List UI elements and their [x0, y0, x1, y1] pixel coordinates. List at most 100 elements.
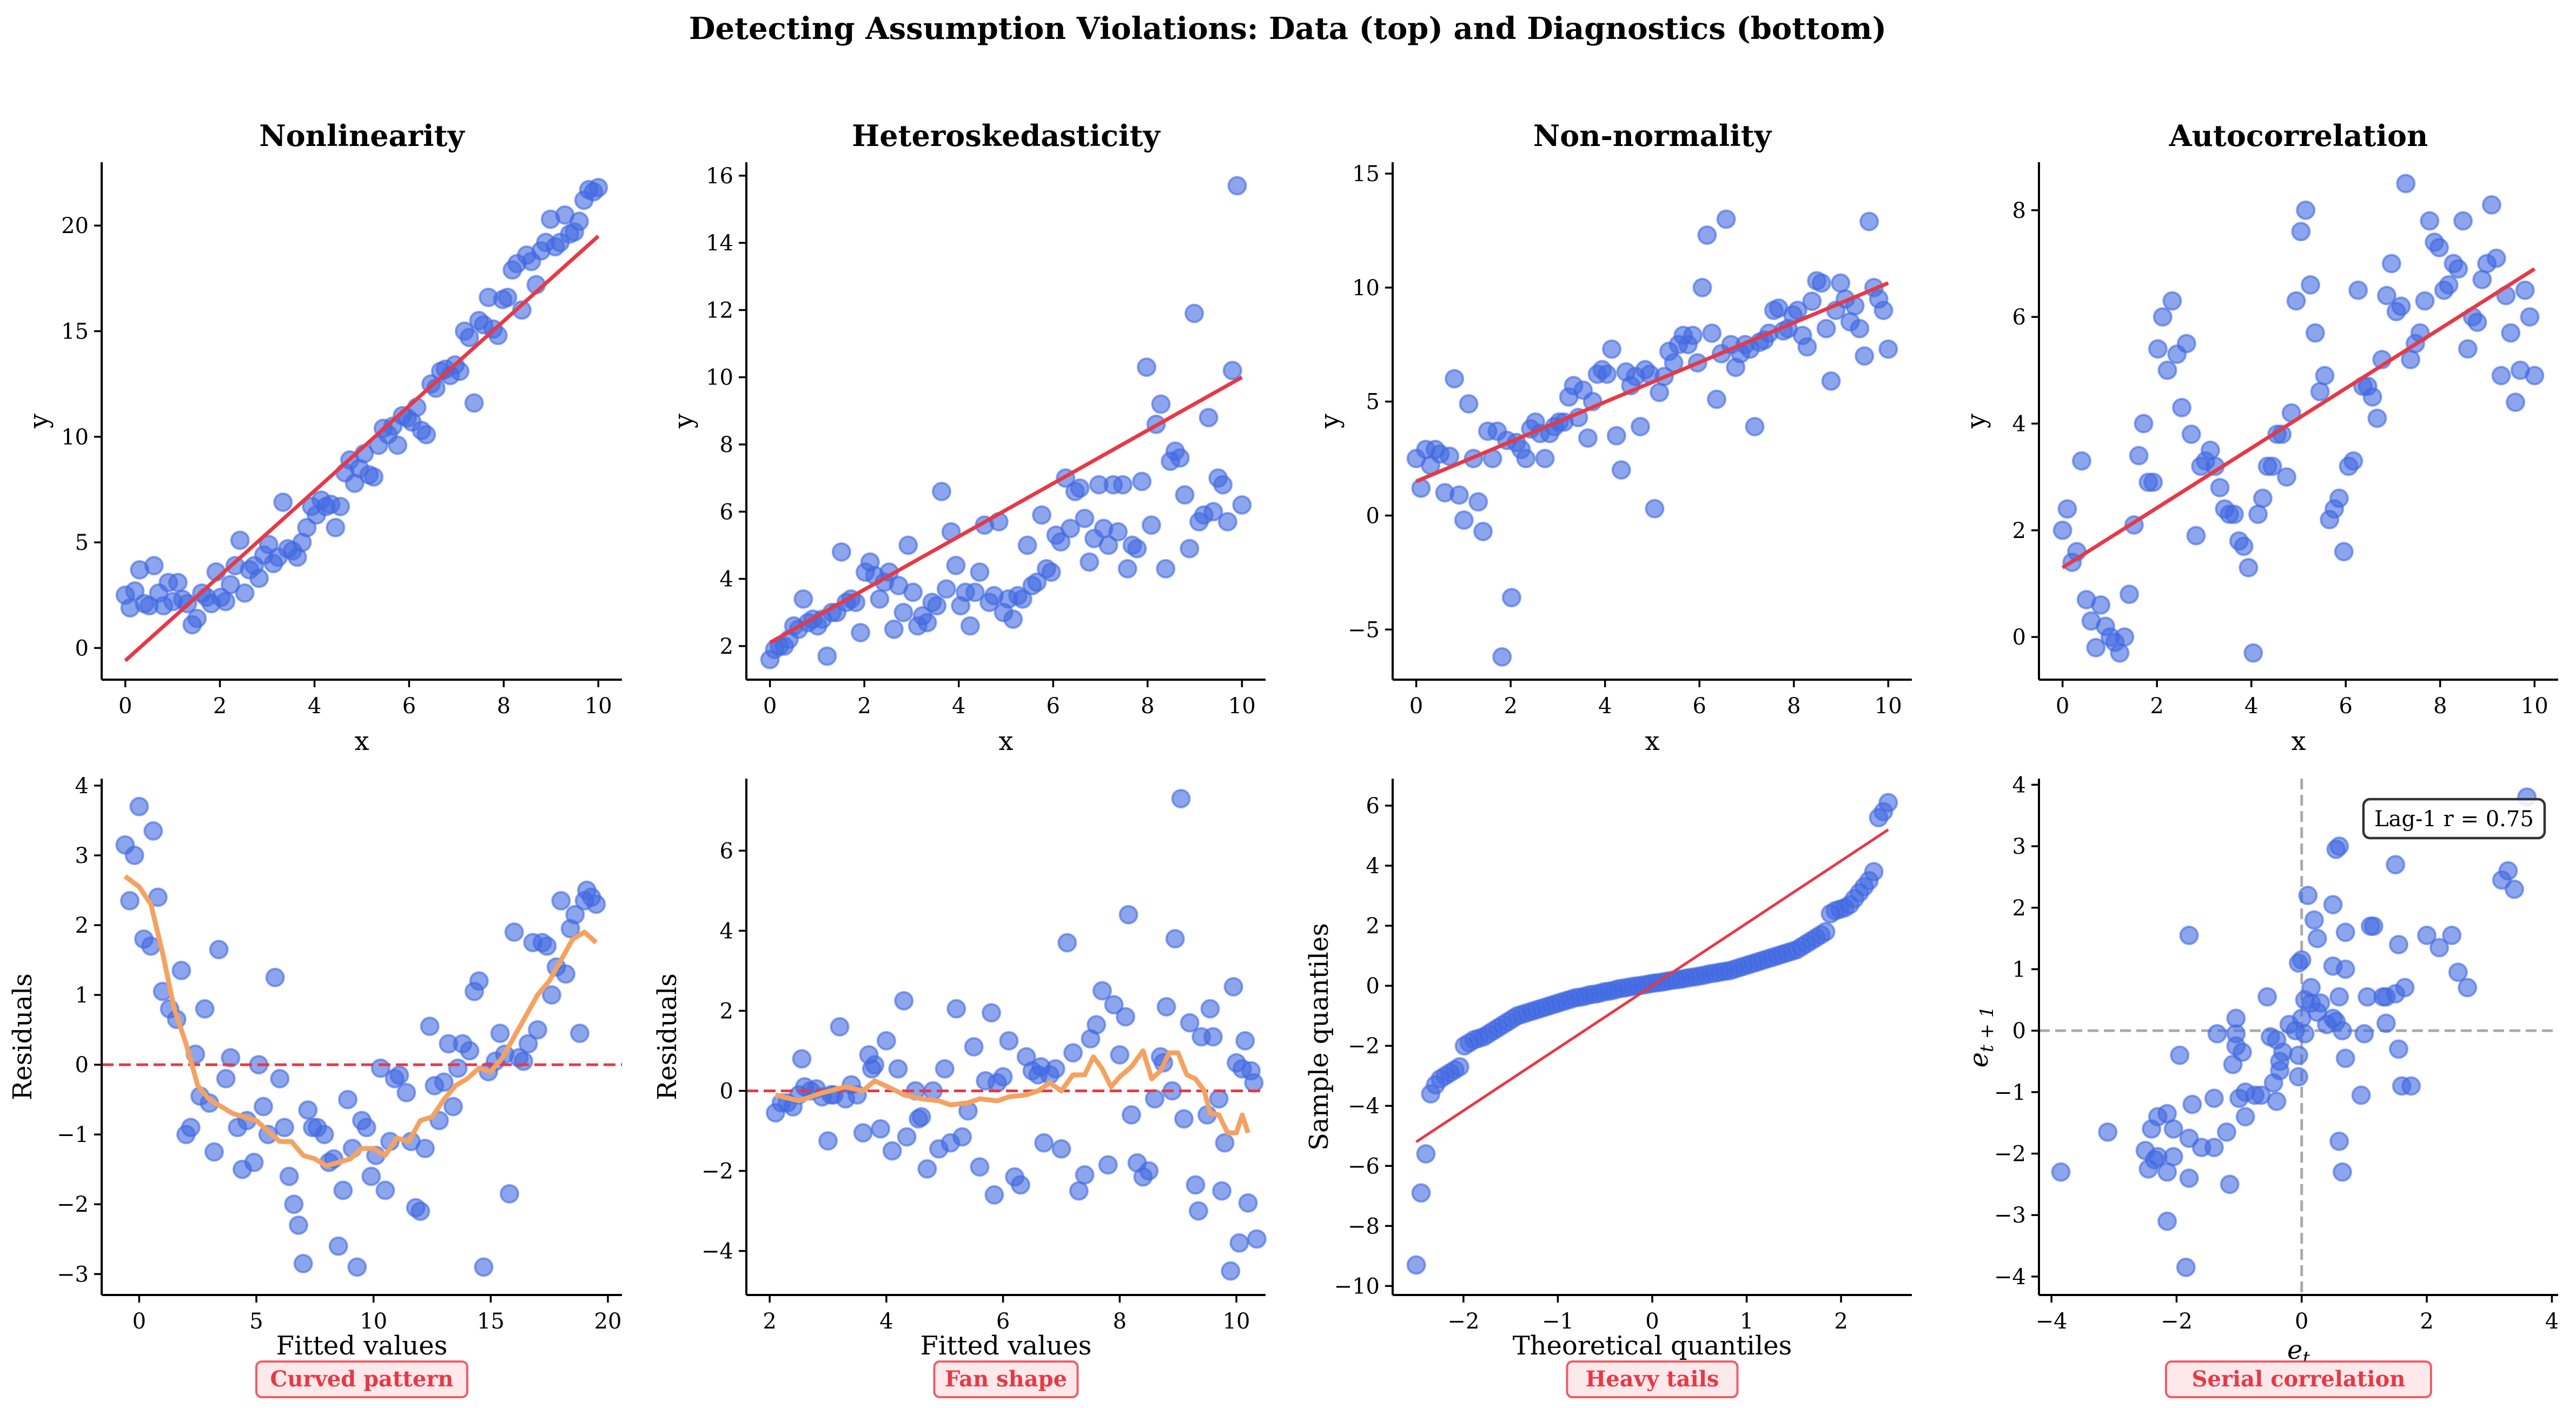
data-point	[2354, 1024, 2374, 1044]
x-tick-label: 15	[477, 1309, 505, 1334]
data-point	[2276, 467, 2296, 487]
data-point	[2329, 836, 2349, 856]
data-point	[2458, 978, 2478, 998]
data-point	[1217, 512, 1237, 532]
y-tick-label: 20	[61, 214, 89, 238]
y-tick-label: 8	[2012, 198, 2026, 223]
y-tick-label: −4	[1348, 1094, 1380, 1119]
data-point	[903, 582, 923, 602]
data-point	[1516, 449, 1536, 469]
data-points	[1406, 793, 1898, 1275]
data-point	[2157, 1211, 2177, 1231]
data-point	[2376, 1013, 2396, 1033]
data-point	[2298, 886, 2318, 906]
data-point	[2315, 366, 2335, 386]
data-point	[1247, 1229, 1267, 1249]
data-point	[1683, 326, 1703, 346]
data-point	[2267, 1091, 2287, 1111]
data-point	[964, 1037, 984, 1057]
data-point	[2162, 291, 2182, 311]
data-point	[298, 1100, 318, 1120]
data-point	[1692, 277, 1712, 297]
data-point	[2224, 504, 2244, 524]
x-tick-label: 2	[1504, 694, 1517, 719]
data-point	[1702, 323, 1722, 343]
data-point	[1070, 478, 1090, 498]
data-point	[2216, 1122, 2236, 1142]
data-point	[474, 1257, 494, 1277]
data-point	[2501, 323, 2521, 343]
data-point	[1811, 273, 1831, 293]
data-point	[2200, 440, 2220, 460]
data-point	[265, 967, 285, 987]
data-point	[982, 1003, 1002, 1023]
data-point	[984, 1185, 1004, 1205]
data-point	[2334, 542, 2354, 562]
panel-nonlinearity-data: Nonlinearity 0 2 4 6 8 10 0 5 10 15 20 x y	[24, 118, 622, 756]
data-point	[2234, 536, 2254, 556]
data-point	[1203, 1027, 1223, 1047]
data-point	[284, 1194, 304, 1214]
data-point	[1165, 929, 1185, 949]
panel-title: Heteroskedasticity	[852, 118, 1161, 153]
x-tick-label: 8	[1787, 694, 1800, 719]
x-tick-label: 2	[1834, 1309, 1847, 1334]
data-point	[2304, 910, 2324, 930]
data-point	[1012, 589, 1032, 609]
data-point	[1501, 588, 1521, 608]
data-point	[2505, 879, 2525, 899]
y-axis-label: y	[24, 414, 54, 429]
data-point	[931, 482, 951, 501]
x-tick-label: 10	[585, 694, 612, 719]
data-point	[2286, 291, 2306, 311]
data-point	[1223, 977, 1243, 997]
data-point	[1188, 1201, 1208, 1221]
data-point	[2448, 962, 2468, 982]
data-point	[195, 999, 215, 1019]
data-point	[2207, 1024, 2227, 1044]
regression-line	[769, 375, 1243, 645]
data-point	[1061, 519, 1081, 539]
data-point	[235, 583, 255, 603]
data-point	[960, 616, 980, 636]
data-point	[853, 1123, 873, 1143]
data-point	[1440, 446, 1460, 466]
panel-autocorrelation-data: Autocorrelation 0 2 4 6 8 10 0 2 4 6 8 x y	[1961, 118, 2558, 756]
data-point	[542, 985, 561, 1005]
data-point	[1117, 559, 1137, 579]
badge-box	[255, 1360, 468, 1398]
y-tick-label: 16	[706, 164, 733, 189]
y-tick-label: 4	[75, 774, 89, 799]
data-point	[1171, 789, 1191, 809]
data-point	[588, 177, 608, 197]
data-point	[1468, 492, 1488, 512]
data-point	[1235, 1031, 1255, 1051]
data-point	[2335, 959, 2355, 979]
data-point	[1787, 301, 1807, 321]
data-point	[129, 796, 149, 816]
data-point	[2179, 925, 2199, 945]
data-point	[999, 1031, 1019, 1051]
x-tick-label: 0	[763, 694, 777, 719]
data-point	[897, 1127, 917, 1147]
x-axis-label: Fitted values	[276, 1331, 448, 1361]
data-point	[1221, 1261, 1241, 1281]
data-point	[1139, 1161, 1159, 1181]
x-tick-label: −1	[1542, 1309, 1574, 1334]
x-tick-label: 4	[1598, 694, 1612, 719]
data-point	[2262, 456, 2282, 476]
data-point	[416, 424, 436, 444]
data-point	[1198, 408, 1219, 428]
data-point	[1156, 997, 1176, 1017]
y-tick-label: 4	[1366, 854, 1380, 879]
x-tick-label: −2	[1447, 1309, 1479, 1334]
data-point	[2415, 291, 2435, 311]
data-point	[209, 940, 229, 960]
x-tick-label: 20	[594, 1309, 622, 1334]
y-tick-label: −2	[57, 1192, 89, 1217]
y-tick-label: −4	[1994, 1265, 2026, 1290]
lowess-smoother-line	[123, 874, 598, 1168]
data-point	[1816, 318, 1836, 338]
